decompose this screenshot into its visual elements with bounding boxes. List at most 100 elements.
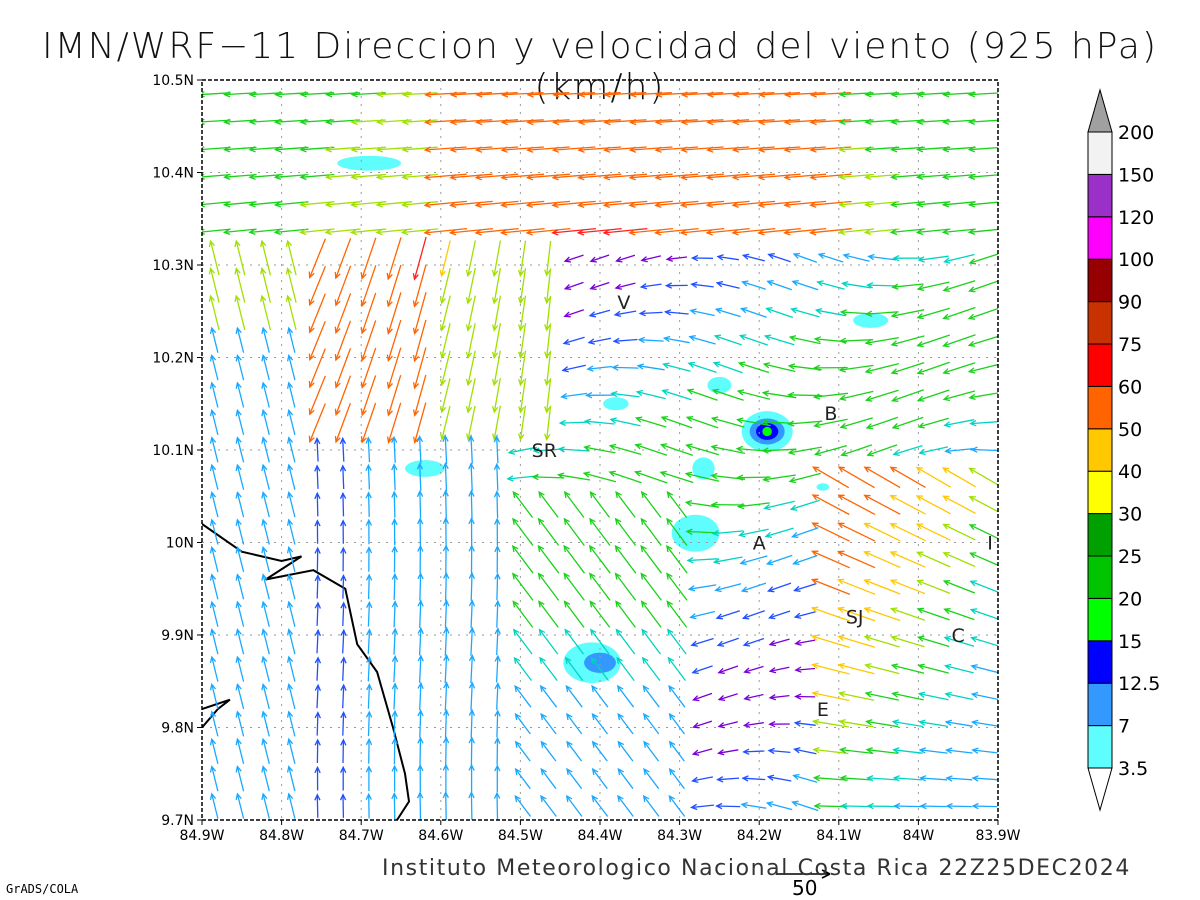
- wind-vector: [260, 239, 272, 276]
- wind-vector-shaft: [402, 173, 438, 179]
- wind-vector-head: [794, 639, 802, 646]
- wind-vector: [837, 690, 875, 701]
- wind-vector: [235, 545, 245, 573]
- wind-vector: [889, 579, 926, 595]
- wind-vector-head: [717, 722, 726, 729]
- wind-vector-shaft: [475, 200, 519, 206]
- wind-vector-head: [608, 470, 616, 477]
- wind-vector-head: [261, 408, 268, 417]
- wind-vector: [577, 173, 622, 181]
- wind-vector-head: [417, 599, 424, 607]
- wind-vector-shaft: [969, 392, 998, 399]
- wind-vector-shaft: [969, 92, 998, 96]
- wind-vector-shaft: [425, 146, 467, 151]
- wind-vector-head: [793, 747, 801, 754]
- legend-swatch: [1087, 343, 1113, 387]
- wind-vector-shaft: [367, 629, 371, 654]
- wind-vector-shaft: [558, 474, 591, 481]
- wind-vector: [617, 712, 634, 735]
- wind-vector-head: [668, 712, 676, 721]
- wind-vector-head: [791, 279, 799, 286]
- wind-vector: [299, 201, 335, 208]
- wind-vector-head: [314, 601, 321, 609]
- wind-vector-head: [731, 174, 740, 181]
- wind-vector-shaft: [419, 710, 422, 738]
- wind-vector-head: [968, 258, 977, 265]
- wind-vector-head: [209, 408, 217, 417]
- wind-vector-shaft: [718, 749, 739, 754]
- wind-vector-head: [416, 435, 424, 443]
- wind-vector-shaft: [840, 364, 874, 371]
- wind-vector-head: [633, 470, 642, 477]
- wind-vector-shaft: [325, 228, 361, 234]
- wind-vector: [589, 517, 611, 546]
- wind-vector: [314, 491, 321, 517]
- wind-vector-shaft: [286, 240, 297, 276]
- wind-vector: [360, 402, 377, 444]
- reference-vector-value: 50: [792, 876, 818, 900]
- wind-vector: [334, 238, 352, 280]
- wind-vector-head: [583, 418, 592, 425]
- wind-vector-head: [491, 406, 499, 414]
- wind-vector-shaft: [413, 292, 427, 334]
- wind-vector-head: [916, 395, 925, 402]
- wind-vector-head: [442, 434, 449, 442]
- wind-vector: [738, 334, 769, 346]
- wind-vector-head: [299, 146, 307, 153]
- wind-vector-shaft: [614, 310, 637, 316]
- wind-vector-head: [705, 174, 714, 181]
- wind-vector-shaft: [335, 265, 352, 306]
- wind-vector: [716, 637, 739, 647]
- wind-vector-shaft: [972, 721, 998, 727]
- wind-vector-shaft: [617, 768, 634, 790]
- wind-vector: [916, 334, 951, 348]
- wind-vector-head: [971, 775, 979, 782]
- wind-vector: [837, 634, 875, 648]
- wind-vector-shaft: [387, 402, 402, 443]
- wind-vector: [360, 347, 377, 390]
- wind-vector-shaft: [589, 309, 611, 317]
- wind-vector-shaft: [262, 355, 270, 381]
- wind-vector: [812, 774, 848, 782]
- wind-vector-head: [386, 354, 393, 363]
- wind-vector-head: [583, 444, 591, 452]
- wind-vector-head: [314, 491, 321, 500]
- wind-vector-head: [563, 517, 571, 525]
- wind-vector: [941, 146, 976, 153]
- wind-vector-shaft: [367, 574, 370, 600]
- wind-vector-head: [634, 416, 643, 423]
- wind-vector-shaft: [514, 685, 532, 708]
- y-tick-label: 9.9N: [161, 628, 194, 644]
- wind-vector-head: [260, 294, 267, 302]
- wind-vector: [839, 417, 873, 429]
- wind-vector-head: [261, 655, 268, 663]
- wind-vector-shaft: [275, 146, 309, 151]
- wind-vector-shaft: [236, 519, 245, 545]
- wind-vector-shaft: [841, 444, 873, 456]
- legend-swatch: [1087, 258, 1113, 303]
- wind-vector-shaft: [496, 464, 499, 491]
- wind-vector-shaft: [770, 666, 790, 672]
- wind-vector-head: [208, 294, 215, 302]
- wind-vector-head: [494, 599, 501, 608]
- wind-vector-head: [417, 709, 424, 717]
- wind-vector-head: [540, 740, 548, 748]
- wind-vector-head: [685, 443, 693, 450]
- wind-vector: [209, 710, 219, 737]
- wind-vector-shaft: [493, 405, 501, 440]
- wind-vector: [967, 307, 998, 320]
- wind-vector: [208, 239, 220, 276]
- shaded-area: [603, 397, 629, 411]
- wind-vector-head: [611, 364, 619, 371]
- wind-vector-head: [967, 228, 976, 236]
- wind-vector-head: [235, 737, 242, 746]
- wind-vector-shaft: [236, 711, 245, 737]
- wind-vector-head: [517, 324, 525, 332]
- wind-vector-head: [757, 91, 766, 98]
- wind-vector-shaft: [764, 363, 796, 373]
- wind-vector-head: [494, 517, 501, 525]
- wind-vector: [500, 173, 545, 181]
- wind-vector-shaft: [865, 146, 900, 151]
- wind-vector: [783, 91, 826, 98]
- wind-vector-shaft: [718, 693, 738, 701]
